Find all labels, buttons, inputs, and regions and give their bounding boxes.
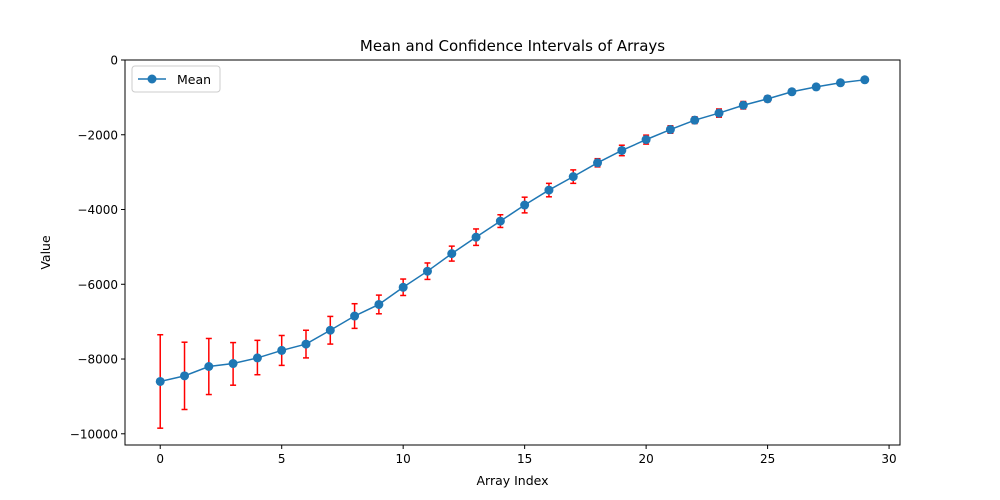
mean-data-point xyxy=(544,185,554,195)
mean-data-point xyxy=(252,353,262,363)
y-tick-label: 0 xyxy=(110,54,118,68)
x-tick-label: 30 xyxy=(881,452,896,466)
mean-data-point xyxy=(447,249,457,259)
y-tick-label: −2000 xyxy=(77,128,118,142)
x-axis-label: Array Index xyxy=(476,473,548,488)
y-tick-label: −6000 xyxy=(77,278,118,292)
mean-data-point xyxy=(617,145,627,155)
mean-data-point xyxy=(860,75,870,85)
mean-data-point xyxy=(568,172,578,182)
x-tick-label: 15 xyxy=(517,452,532,466)
mean-data-point xyxy=(228,359,238,369)
x-tick-label: 25 xyxy=(760,452,775,466)
mean-data-point xyxy=(641,135,651,145)
mean-data-point xyxy=(690,115,700,125)
mean-data-point xyxy=(155,376,165,386)
mean-data-point xyxy=(301,339,311,349)
mean-data-point xyxy=(835,78,845,88)
legend: Mean xyxy=(131,65,221,93)
x-tick-label: 0 xyxy=(156,452,164,466)
mean-data-point xyxy=(665,125,675,135)
mean-data-point xyxy=(593,158,603,168)
mean-data-point xyxy=(277,345,287,355)
mean-data-point xyxy=(204,362,214,372)
y-axis: 0 −2000 −4000 −6000 −8000 −10000 xyxy=(70,54,125,441)
mean-data-point xyxy=(350,311,360,321)
legend-point-marker xyxy=(147,74,157,84)
mean-data-point xyxy=(520,200,530,210)
mean-data-point xyxy=(811,82,821,92)
mean-data-point xyxy=(714,108,724,118)
x-tick-label: 20 xyxy=(638,452,653,466)
mean-data-point xyxy=(180,371,190,381)
chart-title: Mean and Confidence Intervals of Arrays xyxy=(360,37,665,55)
mean-data-point xyxy=(325,325,335,335)
y-axis-label: Value xyxy=(38,235,53,270)
x-tick-label: 10 xyxy=(396,452,411,466)
mean-data-point xyxy=(398,282,408,292)
legend-label-mean: Mean xyxy=(177,72,211,87)
plot-frame xyxy=(124,59,901,446)
mean-data-point xyxy=(374,299,384,309)
y-tick-label: −8000 xyxy=(77,353,118,367)
y-tick-label: −4000 xyxy=(77,203,118,217)
y-tick-label: −10000 xyxy=(70,427,118,441)
x-axis: 0 5 10 15 20 25 30 xyxy=(156,445,897,466)
plot-area xyxy=(155,75,870,429)
mean-data-point xyxy=(763,94,773,104)
mean-data-point xyxy=(422,266,432,276)
x-tick-label: 5 xyxy=(278,452,286,466)
mean-data-point xyxy=(471,232,481,242)
mean-data-point xyxy=(738,100,748,110)
legend-box xyxy=(131,65,221,93)
mean-data-point xyxy=(787,87,797,97)
mean-data-point xyxy=(495,216,505,226)
